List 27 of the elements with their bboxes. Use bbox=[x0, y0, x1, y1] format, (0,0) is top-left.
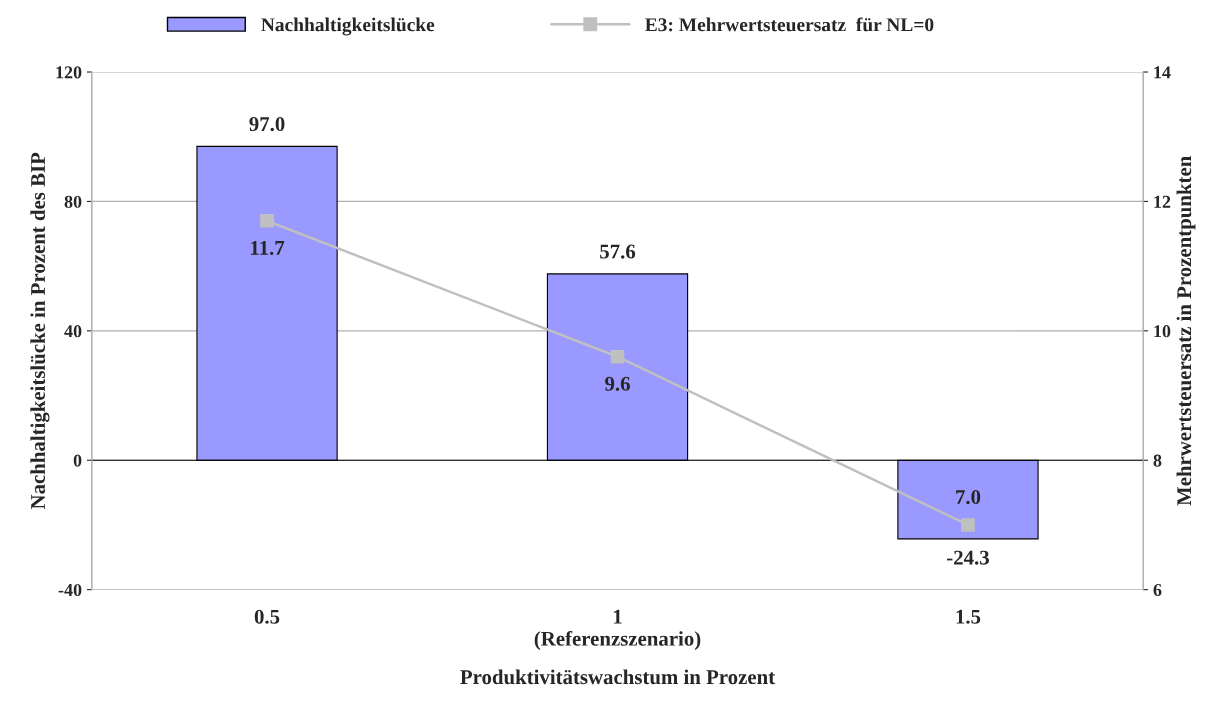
x-axis-title: Produktivitätswachstum in Prozent bbox=[460, 669, 776, 685]
y-tick-label: 40 bbox=[64, 325, 82, 338]
point bbox=[961, 518, 975, 532]
data-label: 57.6 bbox=[600, 244, 636, 259]
data-label: 7.0 bbox=[956, 489, 981, 505]
y2-tick-label: 6 bbox=[1153, 583, 1162, 597]
x-tick-label: 0.5 bbox=[254, 609, 280, 624]
y2-axis-title: Mehrwertsteuersatz in Prozentpunkten bbox=[1176, 156, 1196, 506]
y2-tick-label: 8 bbox=[1153, 454, 1162, 467]
y2-tick-label: 10 bbox=[1154, 325, 1171, 338]
y-axis-title: Nachhaltigkeitslücke in Prozent des BIP bbox=[30, 152, 50, 510]
y-tick-label: 80 bbox=[64, 195, 82, 208]
point bbox=[610, 349, 625, 364]
x-tick-label: 1 (Referenzszenario) bbox=[534, 609, 701, 651]
y-tick-label: -40 bbox=[58, 583, 82, 597]
data-label: 11.7 bbox=[251, 240, 285, 256]
y2-tick-label: 14 bbox=[1154, 66, 1171, 79]
data-label: 9.6 bbox=[605, 376, 630, 391]
y-tick-label: 0 bbox=[73, 454, 82, 467]
data-label: 97.0 bbox=[249, 117, 285, 132]
y-tick-label: 120 bbox=[56, 66, 82, 79]
legend-label: E3: Mehrwertsteuersatz für NL=0 bbox=[645, 17, 934, 32]
data-label: -24.3 bbox=[947, 550, 989, 565]
x-tick-label: 1.5 bbox=[956, 609, 981, 624]
point bbox=[260, 214, 274, 228]
legend-label: Nachhaltigkeitslücke bbox=[261, 17, 435, 36]
y2-tick-label: 12 bbox=[1154, 195, 1171, 208]
